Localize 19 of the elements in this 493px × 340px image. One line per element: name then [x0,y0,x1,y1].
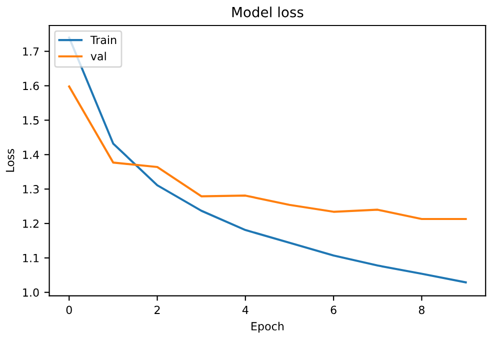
legend-label: Train [90,36,116,44]
y-tick-label: 1.0 [23,288,39,297]
y-tick-label: 1.1 [23,254,39,262]
x-tick-label: 2 [154,306,160,314]
x-tick-label: 6 [330,306,336,314]
y-tick-label: 1.7 [23,47,39,56]
x-tick-label: 0 [66,306,72,314]
chart-title: Model loss [232,6,304,18]
x-axis-title: Epoch [252,322,284,333]
y-tick-label: 1.4 [23,150,39,159]
x-tick-label: 4 [242,306,248,314]
y-axis-title: Loss [6,149,14,172]
y-tick-label: 1.3 [23,185,39,194]
y-tick-label: 1.6 [23,82,39,90]
legend-label: val [90,52,106,60]
y-tick-label: 1.5 [23,116,39,125]
y-tick-label: 1.2 [23,219,38,228]
x-tick-label: 8 [418,306,424,314]
line-series [68,85,467,220]
